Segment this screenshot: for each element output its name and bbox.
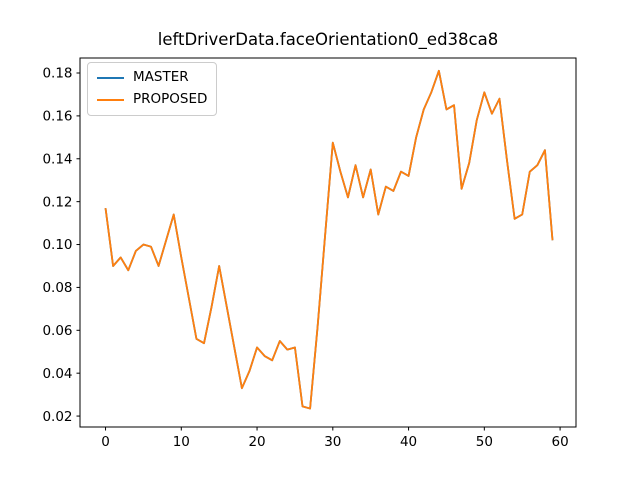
y-tick-label: 0.16 bbox=[42, 109, 72, 125]
y-tick-label: 0.04 bbox=[42, 366, 72, 382]
x-tick-label: 0 bbox=[101, 434, 110, 450]
legend-label-master: MASTER bbox=[133, 69, 189, 86]
legend-label-proposed: PROPOSED bbox=[133, 91, 208, 108]
legend-item-master: MASTER bbox=[97, 67, 207, 89]
y-tick-label: 0.08 bbox=[42, 280, 72, 296]
legend-item-proposed: PROPOSED bbox=[97, 89, 207, 111]
axes-spines bbox=[79, 57, 577, 428]
y-tick-label: 0.12 bbox=[42, 194, 72, 210]
y-tick-label: 0.06 bbox=[42, 323, 72, 339]
chart-title: leftDriverData.faceOrientation0_ed38ca8 bbox=[157, 30, 499, 49]
y-tick-label: 0.10 bbox=[42, 237, 72, 253]
x-axis: 0 10 20 30 40 50 60 bbox=[101, 427, 569, 450]
y-axis: 0.02 0.04 0.06 0.08 0.10 0.12 0.14 0.16 0.18 bbox=[42, 66, 80, 425]
data-line-master bbox=[104, 69, 554, 410]
x-tick-label: 30 bbox=[324, 434, 341, 450]
y-tick-label: 0.02 bbox=[42, 409, 72, 425]
x-tick-label: 20 bbox=[248, 434, 265, 450]
legend-swatch-master bbox=[97, 77, 124, 79]
x-tick-label: 50 bbox=[476, 434, 493, 450]
legend: MASTER PROPOSED bbox=[87, 62, 218, 116]
x-tick-label: 10 bbox=[173, 434, 190, 450]
y-tick-label: 0.18 bbox=[42, 66, 72, 82]
data-line-proposed bbox=[104, 69, 554, 410]
legend-swatch-proposed bbox=[97, 99, 124, 101]
y-tick-label: 0.14 bbox=[42, 151, 72, 167]
x-tick-label: 40 bbox=[400, 434, 417, 450]
x-tick-label: 60 bbox=[551, 434, 568, 450]
